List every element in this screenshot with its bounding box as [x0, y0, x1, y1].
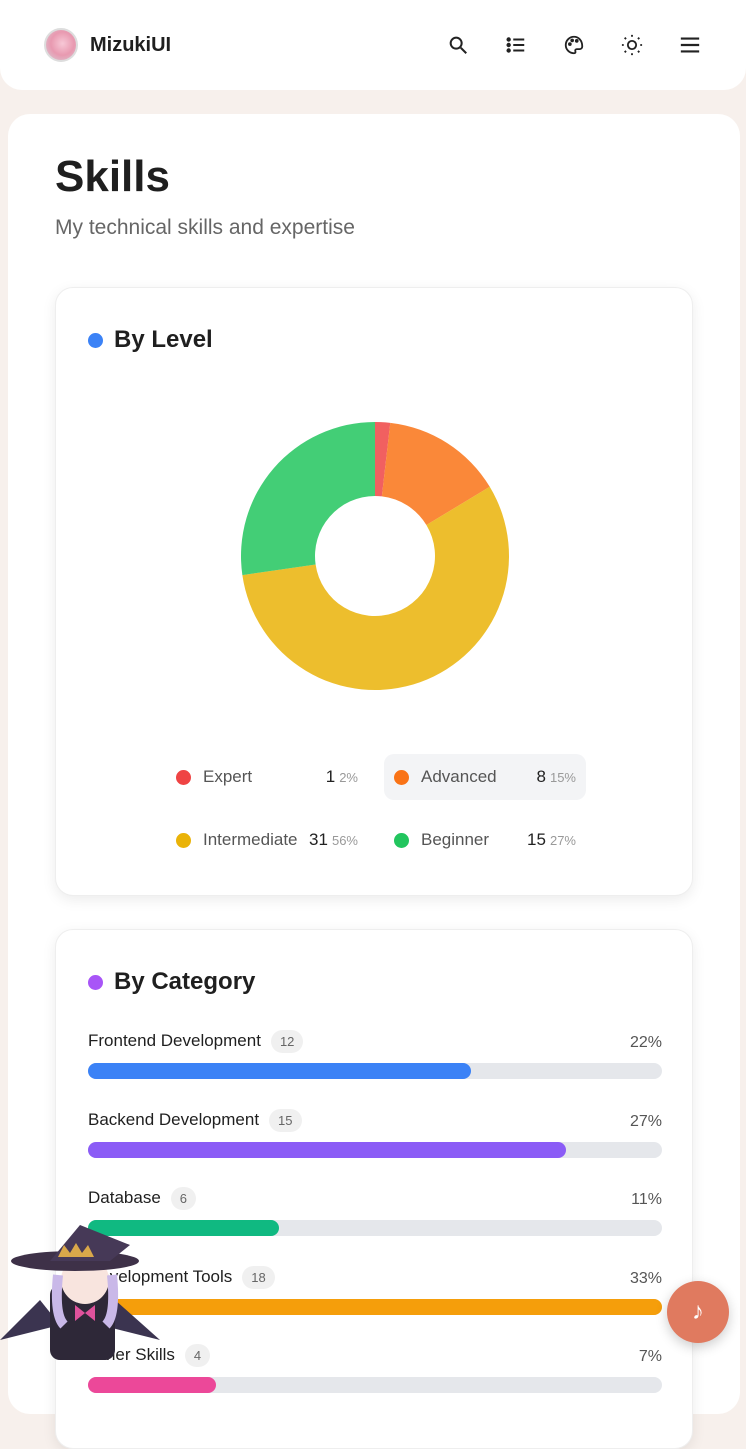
- category-count-badge: 15: [269, 1108, 302, 1132]
- legend-percent: 15%: [549, 769, 576, 785]
- avatar[interactable]: [44, 28, 78, 62]
- legend-label: Beginner: [421, 830, 490, 849]
- category-label: Backend Development: [88, 1109, 260, 1129]
- legend-dot: [176, 832, 191, 848]
- donut-slice-intermediate[interactable]: [242, 486, 509, 691]
- legend-count: 8: [536, 767, 546, 786]
- progress-fill: [88, 1220, 280, 1236]
- legend-count: 1: [325, 767, 336, 786]
- menu-icon[interactable]: [678, 33, 702, 57]
- legend-count: 15: [527, 830, 546, 849]
- music-player-button[interactable]: ♪: [667, 1281, 729, 1343]
- legend-item-intermediate[interactable]: Intermediate 31 56%: [166, 817, 368, 863]
- legend-dot: [394, 832, 409, 848]
- legend-dot: [176, 769, 191, 785]
- by-category-card: By Category Frontend Development 12 22% Bac…: [55, 929, 693, 1449]
- legend-label: Advanced: [421, 767, 497, 786]
- title-dot: [88, 974, 103, 990]
- legend-item-beginner[interactable]: Beginner 15 27%: [384, 817, 586, 863]
- list-icon[interactable]: [504, 33, 528, 57]
- category-row: Frontend Development 12 22%: [88, 1030, 662, 1090]
- progress-track: [88, 1063, 662, 1079]
- top-nav: MizukiUI: [0, 0, 746, 90]
- category-count-badge: 12: [270, 1030, 304, 1053]
- palette-icon[interactable]: [562, 33, 586, 57]
- by-level-title: By Level: [114, 326, 213, 353]
- donut-slice-beginner[interactable]: [241, 422, 375, 576]
- legend-item-advanced[interactable]: Advanced 8 15%: [384, 754, 586, 800]
- progress-fill: [88, 1063, 471, 1079]
- music-note-icon: ♪: [692, 1298, 704, 1325]
- legend-percent: 2%: [339, 769, 358, 785]
- sun-icon[interactable]: [620, 33, 644, 57]
- title-dot: [88, 332, 103, 348]
- donut-slice-advanced[interactable]: [381, 422, 490, 526]
- progress-track: [88, 1377, 662, 1393]
- search-icon[interactable]: [446, 33, 470, 57]
- category-count-badge: 4: [184, 1344, 211, 1367]
- category-percent: 7%: [638, 1348, 662, 1365]
- category-label: Frontend Development: [88, 1031, 261, 1050]
- legend-percent: 56%: [331, 832, 358, 848]
- legend-label: Expert: [203, 767, 253, 786]
- by-category-title: By Category: [114, 968, 256, 995]
- donut-slice-expert[interactable]: [375, 422, 391, 497]
- page-title: Skills: [55, 152, 170, 201]
- category-percent: 11%: [631, 1191, 662, 1208]
- legend-label: Intermediate: [203, 830, 298, 849]
- category-percent: 22%: [629, 1034, 662, 1051]
- category-row: Backend Development 15 27%: [88, 1108, 662, 1169]
- by-level-card: By Level Expert 1 2% Advanced 8 15% Intermedia…: [55, 287, 693, 896]
- progress-fill: [88, 1377, 216, 1393]
- progress-fill: [88, 1141, 567, 1158]
- category-percent: 27%: [629, 1112, 662, 1130]
- category-count-badge: 18: [242, 1265, 275, 1289]
- category-label: Database: [88, 1188, 161, 1207]
- category-label: Development Tools: [88, 1266, 233, 1286]
- progress-track: [88, 1220, 662, 1236]
- legend-item-expert[interactable]: Expert 1 2%: [166, 754, 368, 800]
- mascot-character: [0, 1225, 160, 1360]
- progress-track: [88, 1141, 662, 1158]
- legend-dot: [394, 769, 409, 785]
- page-subtitle: My technical skills and expertise: [55, 216, 355, 239]
- category-row: Other Skills 4 7%: [88, 1344, 662, 1404]
- main-content: Skills My technical skills and expertise…: [8, 114, 740, 1449]
- category-percent: 33%: [629, 1269, 662, 1287]
- progress-fill: [88, 1298, 662, 1315]
- category-row: Development Tools 18 33%: [88, 1265, 662, 1326]
- legend-percent: 27%: [549, 832, 576, 848]
- donut-chart: [241, 422, 509, 691]
- brand-name[interactable]: MizukiUI: [90, 33, 172, 56]
- category-row: Database 6 11%: [88, 1187, 662, 1247]
- category-count-badge: 6: [170, 1187, 197, 1210]
- progress-track: [88, 1298, 662, 1315]
- legend-count: 31: [309, 830, 328, 849]
